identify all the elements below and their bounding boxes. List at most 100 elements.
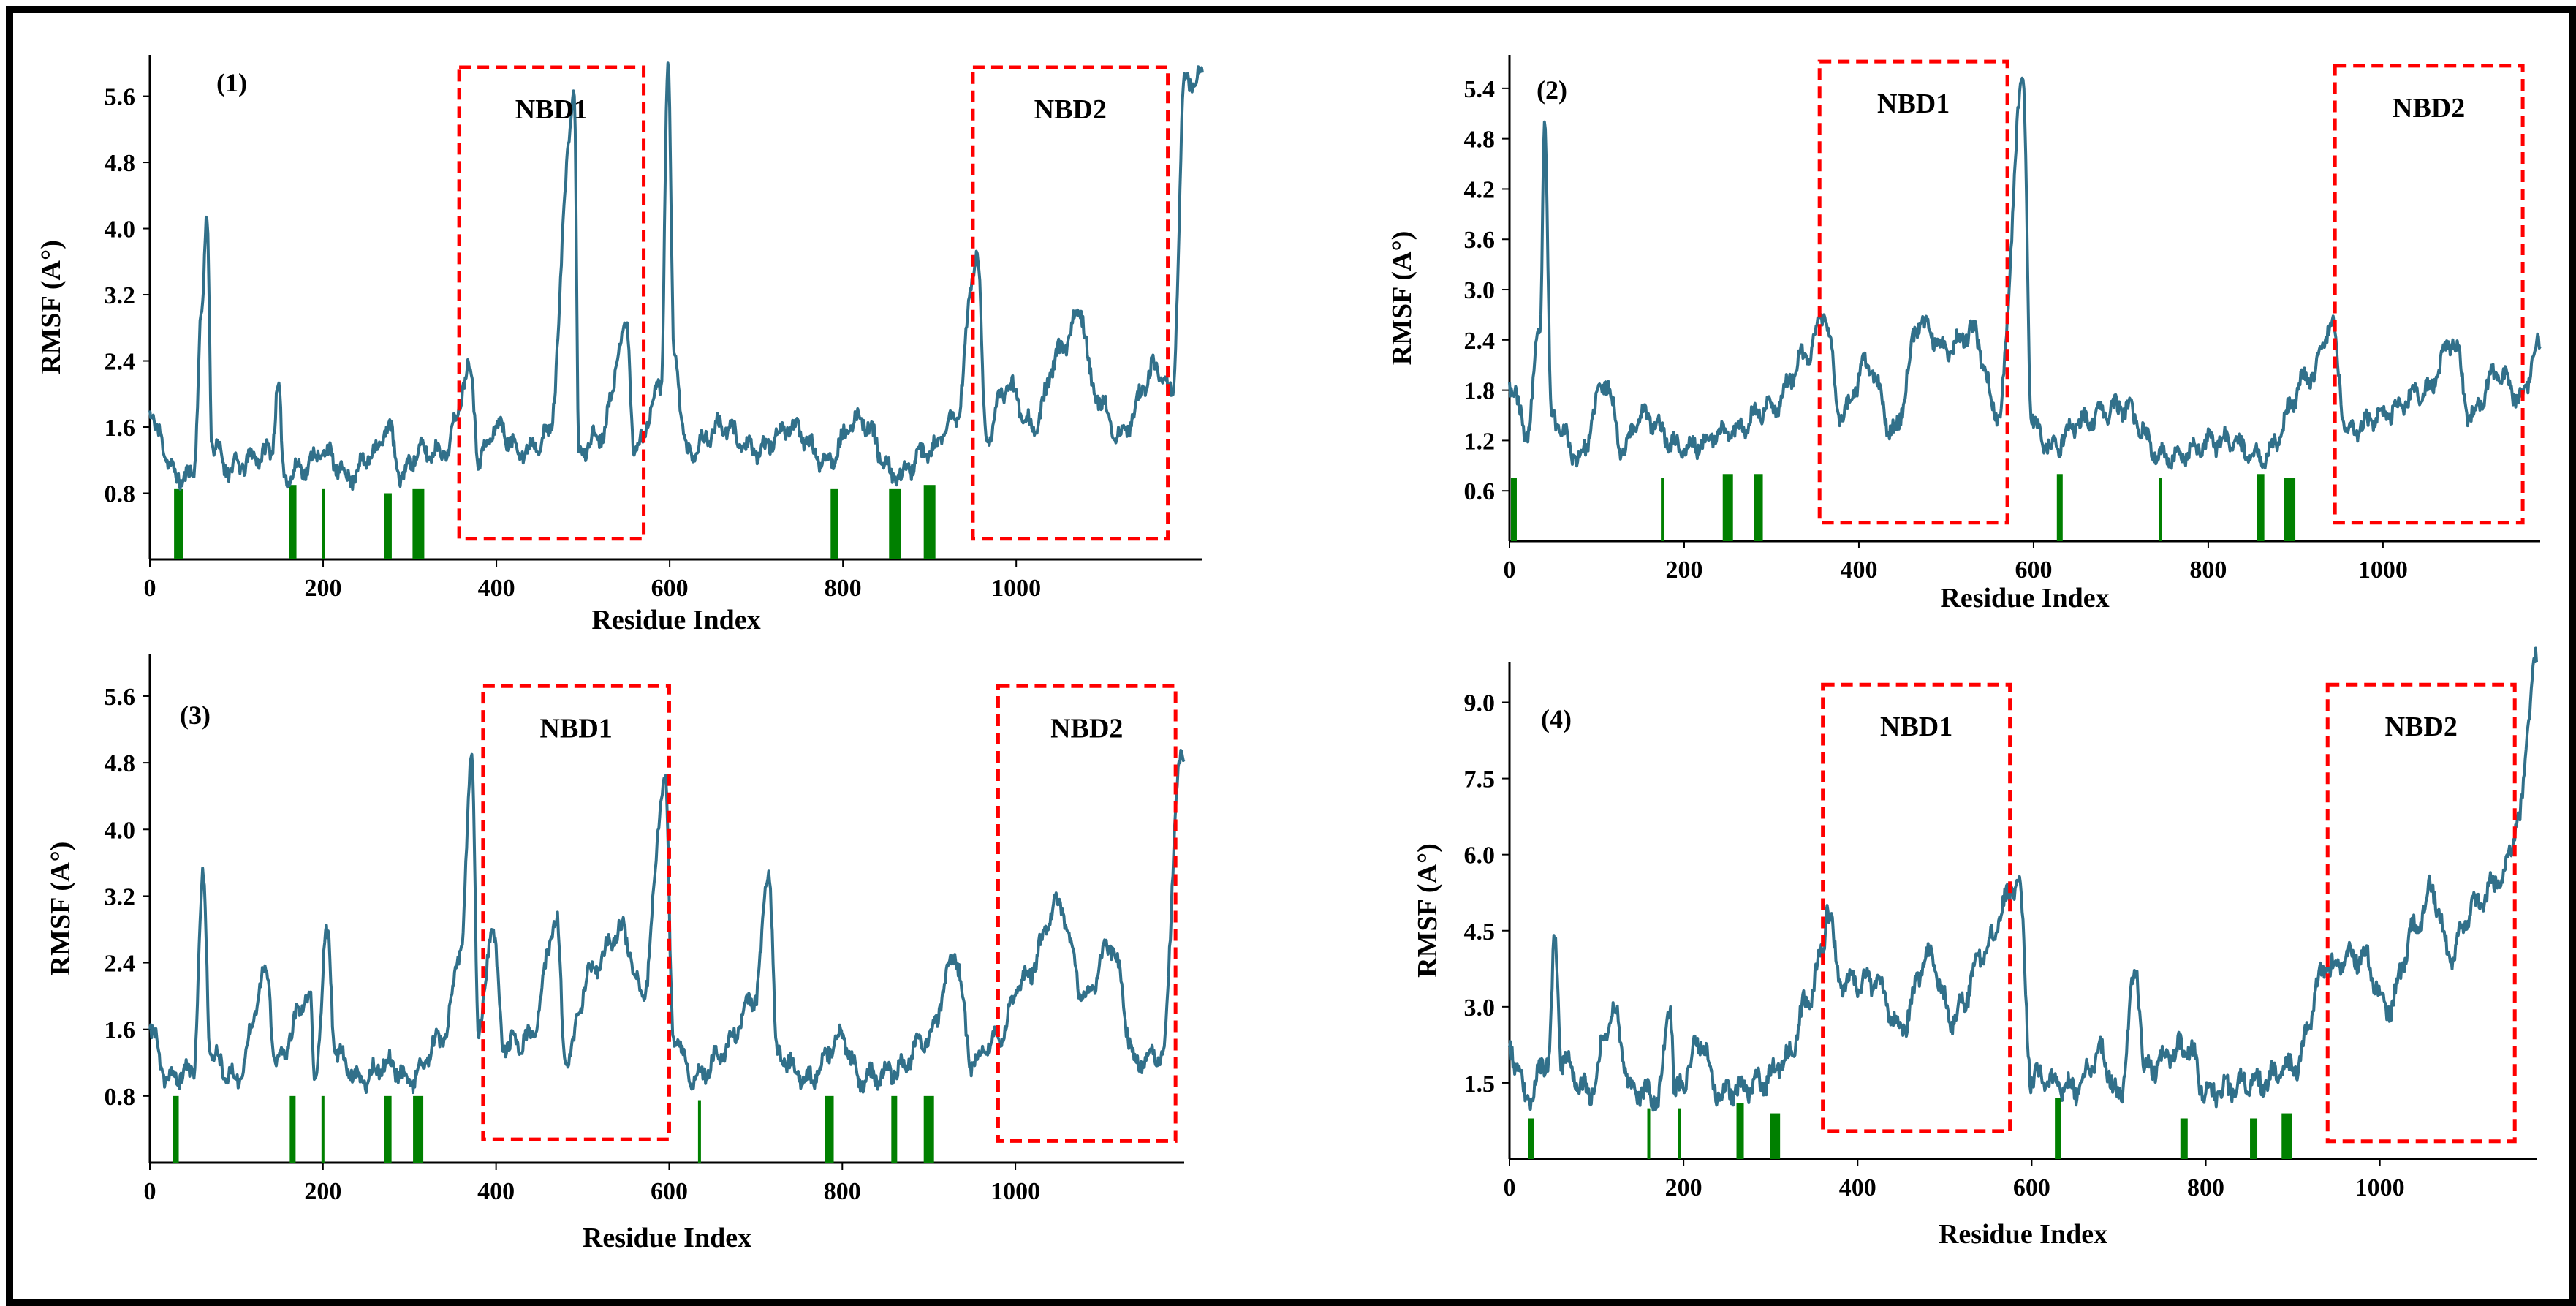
residue-bar bbox=[1754, 474, 1763, 541]
x-axis-label: Residue Index bbox=[1940, 583, 2109, 614]
residue-bar bbox=[2257, 474, 2265, 541]
residue-bar bbox=[1722, 474, 1733, 541]
y-tick-label: 3.0 bbox=[1464, 277, 1496, 304]
y-tick-label: 2.4 bbox=[105, 349, 136, 376]
residue-bar bbox=[173, 1095, 179, 1163]
rmsf-line bbox=[1508, 76, 2542, 470]
panel-label: (3) bbox=[180, 701, 211, 730]
x-tick-label: 0 bbox=[144, 1178, 156, 1205]
residue-bar bbox=[1528, 1118, 1534, 1159]
panel-label: (4) bbox=[1541, 704, 1572, 733]
x-tick-label: 600 bbox=[2015, 556, 2052, 584]
region-label: NBD2 bbox=[1034, 94, 1107, 125]
residue-bar bbox=[1647, 1108, 1651, 1159]
region-box-nbd1 bbox=[1817, 59, 2009, 525]
panel-2: 0 200 400 600 800 1000 0.6 1.2 1.8 2.4 3.0 3.6 4.2 4.… bbox=[1387, 55, 2542, 614]
y-tick-label: 4.5 bbox=[1464, 918, 1496, 945]
x-tick-label: 200 bbox=[304, 1178, 341, 1205]
y-tick-label: 1.6 bbox=[105, 1017, 136, 1044]
panel-label: (1) bbox=[216, 68, 247, 97]
residue-bar bbox=[289, 1095, 296, 1163]
x-tick-label: 0 bbox=[1504, 1174, 1516, 1201]
panel-3: 0 200 400 600 800 1000 0.8 1.6 2.4 3.2 4.0 4.8 5.6 Re… bbox=[45, 654, 1186, 1253]
panel-4: 0 200 400 600 800 1000 1.5 3.0 4.5 6.0 7.5 9.0 Resid… bbox=[1412, 646, 2538, 1250]
y-tick-label: 9.0 bbox=[1464, 690, 1496, 717]
y-axis-label: RMSF (A°) bbox=[45, 842, 76, 976]
region-box-nbd1 bbox=[481, 684, 671, 1141]
figure-frame bbox=[6, 6, 2576, 1306]
x-tick-label: 1000 bbox=[990, 1178, 1040, 1205]
x-axis-label: Residue Index bbox=[1939, 1219, 2107, 1250]
residue-bar bbox=[2250, 1118, 2258, 1159]
residue-bar bbox=[923, 485, 936, 559]
y-tick-label: 0.8 bbox=[105, 1084, 136, 1111]
residue-bar bbox=[322, 488, 325, 559]
residue-bar bbox=[2159, 478, 2162, 541]
y-tick-label: 0.6 bbox=[1464, 478, 1496, 505]
y-tick-label: 4.0 bbox=[105, 216, 136, 244]
x-tick-label: 800 bbox=[825, 575, 862, 602]
rmsf-line bbox=[148, 61, 1204, 491]
x-tick-label: 0 bbox=[144, 575, 156, 602]
residue-bar bbox=[174, 488, 183, 559]
rmsf-line bbox=[1508, 646, 2538, 1112]
x-tick-label: 800 bbox=[824, 1178, 861, 1205]
region-label: NBD2 bbox=[2393, 93, 2465, 124]
y-tick-label: 4.8 bbox=[1464, 127, 1496, 154]
y-tick-label: 6.0 bbox=[1464, 842, 1496, 869]
residue-bar bbox=[2284, 478, 2296, 541]
region-box-nbd2 bbox=[971, 65, 1170, 541]
residue-bar bbox=[2281, 1113, 2292, 1159]
residue-bar bbox=[413, 1095, 424, 1163]
panel-1: 0 200 400 600 800 1000 0.8 1.6 2.4 3.2 4.0 4.8 5.6 Re… bbox=[36, 55, 1204, 635]
residue-bar bbox=[825, 1095, 834, 1163]
x-tick-label: 400 bbox=[1839, 1174, 1876, 1201]
y-tick-label: 1.5 bbox=[1464, 1071, 1496, 1098]
region-box-nbd2 bbox=[2325, 682, 2517, 1144]
x-tick-label: 1000 bbox=[2355, 1174, 2405, 1201]
x-tick-label: 800 bbox=[2187, 1174, 2224, 1201]
residue-bar bbox=[830, 488, 838, 559]
y-axis-label: RMSF (A°) bbox=[1387, 231, 1417, 366]
residue-bar bbox=[412, 488, 425, 559]
x-tick-label: 400 bbox=[1840, 556, 1877, 584]
region-box-nbd1 bbox=[1821, 682, 2012, 1133]
region-box-nbd1 bbox=[457, 65, 646, 541]
region-label: NBD1 bbox=[1877, 88, 1950, 119]
region-label: NBD2 bbox=[2385, 711, 2458, 742]
region-box-nbd2 bbox=[2333, 64, 2525, 525]
y-tick-label: 3.0 bbox=[1464, 994, 1496, 1022]
residue-bar bbox=[697, 1100, 701, 1163]
x-tick-label: 200 bbox=[1665, 556, 1702, 584]
y-tick-label: 2.4 bbox=[105, 951, 136, 978]
residue-bar bbox=[2056, 474, 2063, 541]
y-tick-label: 5.6 bbox=[105, 684, 136, 711]
residue-bar bbox=[891, 1095, 898, 1163]
residue-bar bbox=[1510, 478, 1517, 541]
y-tick-label: 4.8 bbox=[105, 750, 136, 777]
x-axis-label: Residue Index bbox=[583, 1223, 751, 1253]
residue-bar bbox=[384, 493, 392, 559]
x-tick-label: 200 bbox=[305, 575, 342, 602]
y-tick-label: 5.4 bbox=[1464, 76, 1496, 103]
residue-bar bbox=[289, 485, 297, 559]
x-tick-label: 1000 bbox=[991, 575, 1041, 602]
x-tick-label: 0 bbox=[1504, 556, 1516, 584]
x-tick-label: 400 bbox=[478, 575, 515, 602]
y-axis-label: RMSF (A°) bbox=[36, 240, 67, 374]
y-axis-label: RMSF (A°) bbox=[1412, 843, 1443, 978]
x-tick-label: 200 bbox=[1665, 1174, 1702, 1201]
y-tick-label: 3.6 bbox=[1464, 227, 1496, 254]
y-tick-label: 4.8 bbox=[105, 150, 136, 177]
y-tick-label: 3.2 bbox=[105, 282, 136, 309]
residue-bar bbox=[889, 488, 901, 559]
x-tick-label: 600 bbox=[2013, 1174, 2050, 1201]
rmsf-line bbox=[148, 749, 1186, 1095]
y-tick-label: 4.0 bbox=[105, 817, 136, 844]
region-label: NBD2 bbox=[1050, 713, 1123, 744]
y-tick-label: 0.8 bbox=[105, 481, 136, 508]
residue-bar bbox=[384, 1095, 392, 1163]
region-label: NBD1 bbox=[1880, 711, 1952, 742]
residue-bar bbox=[1736, 1103, 1744, 1159]
